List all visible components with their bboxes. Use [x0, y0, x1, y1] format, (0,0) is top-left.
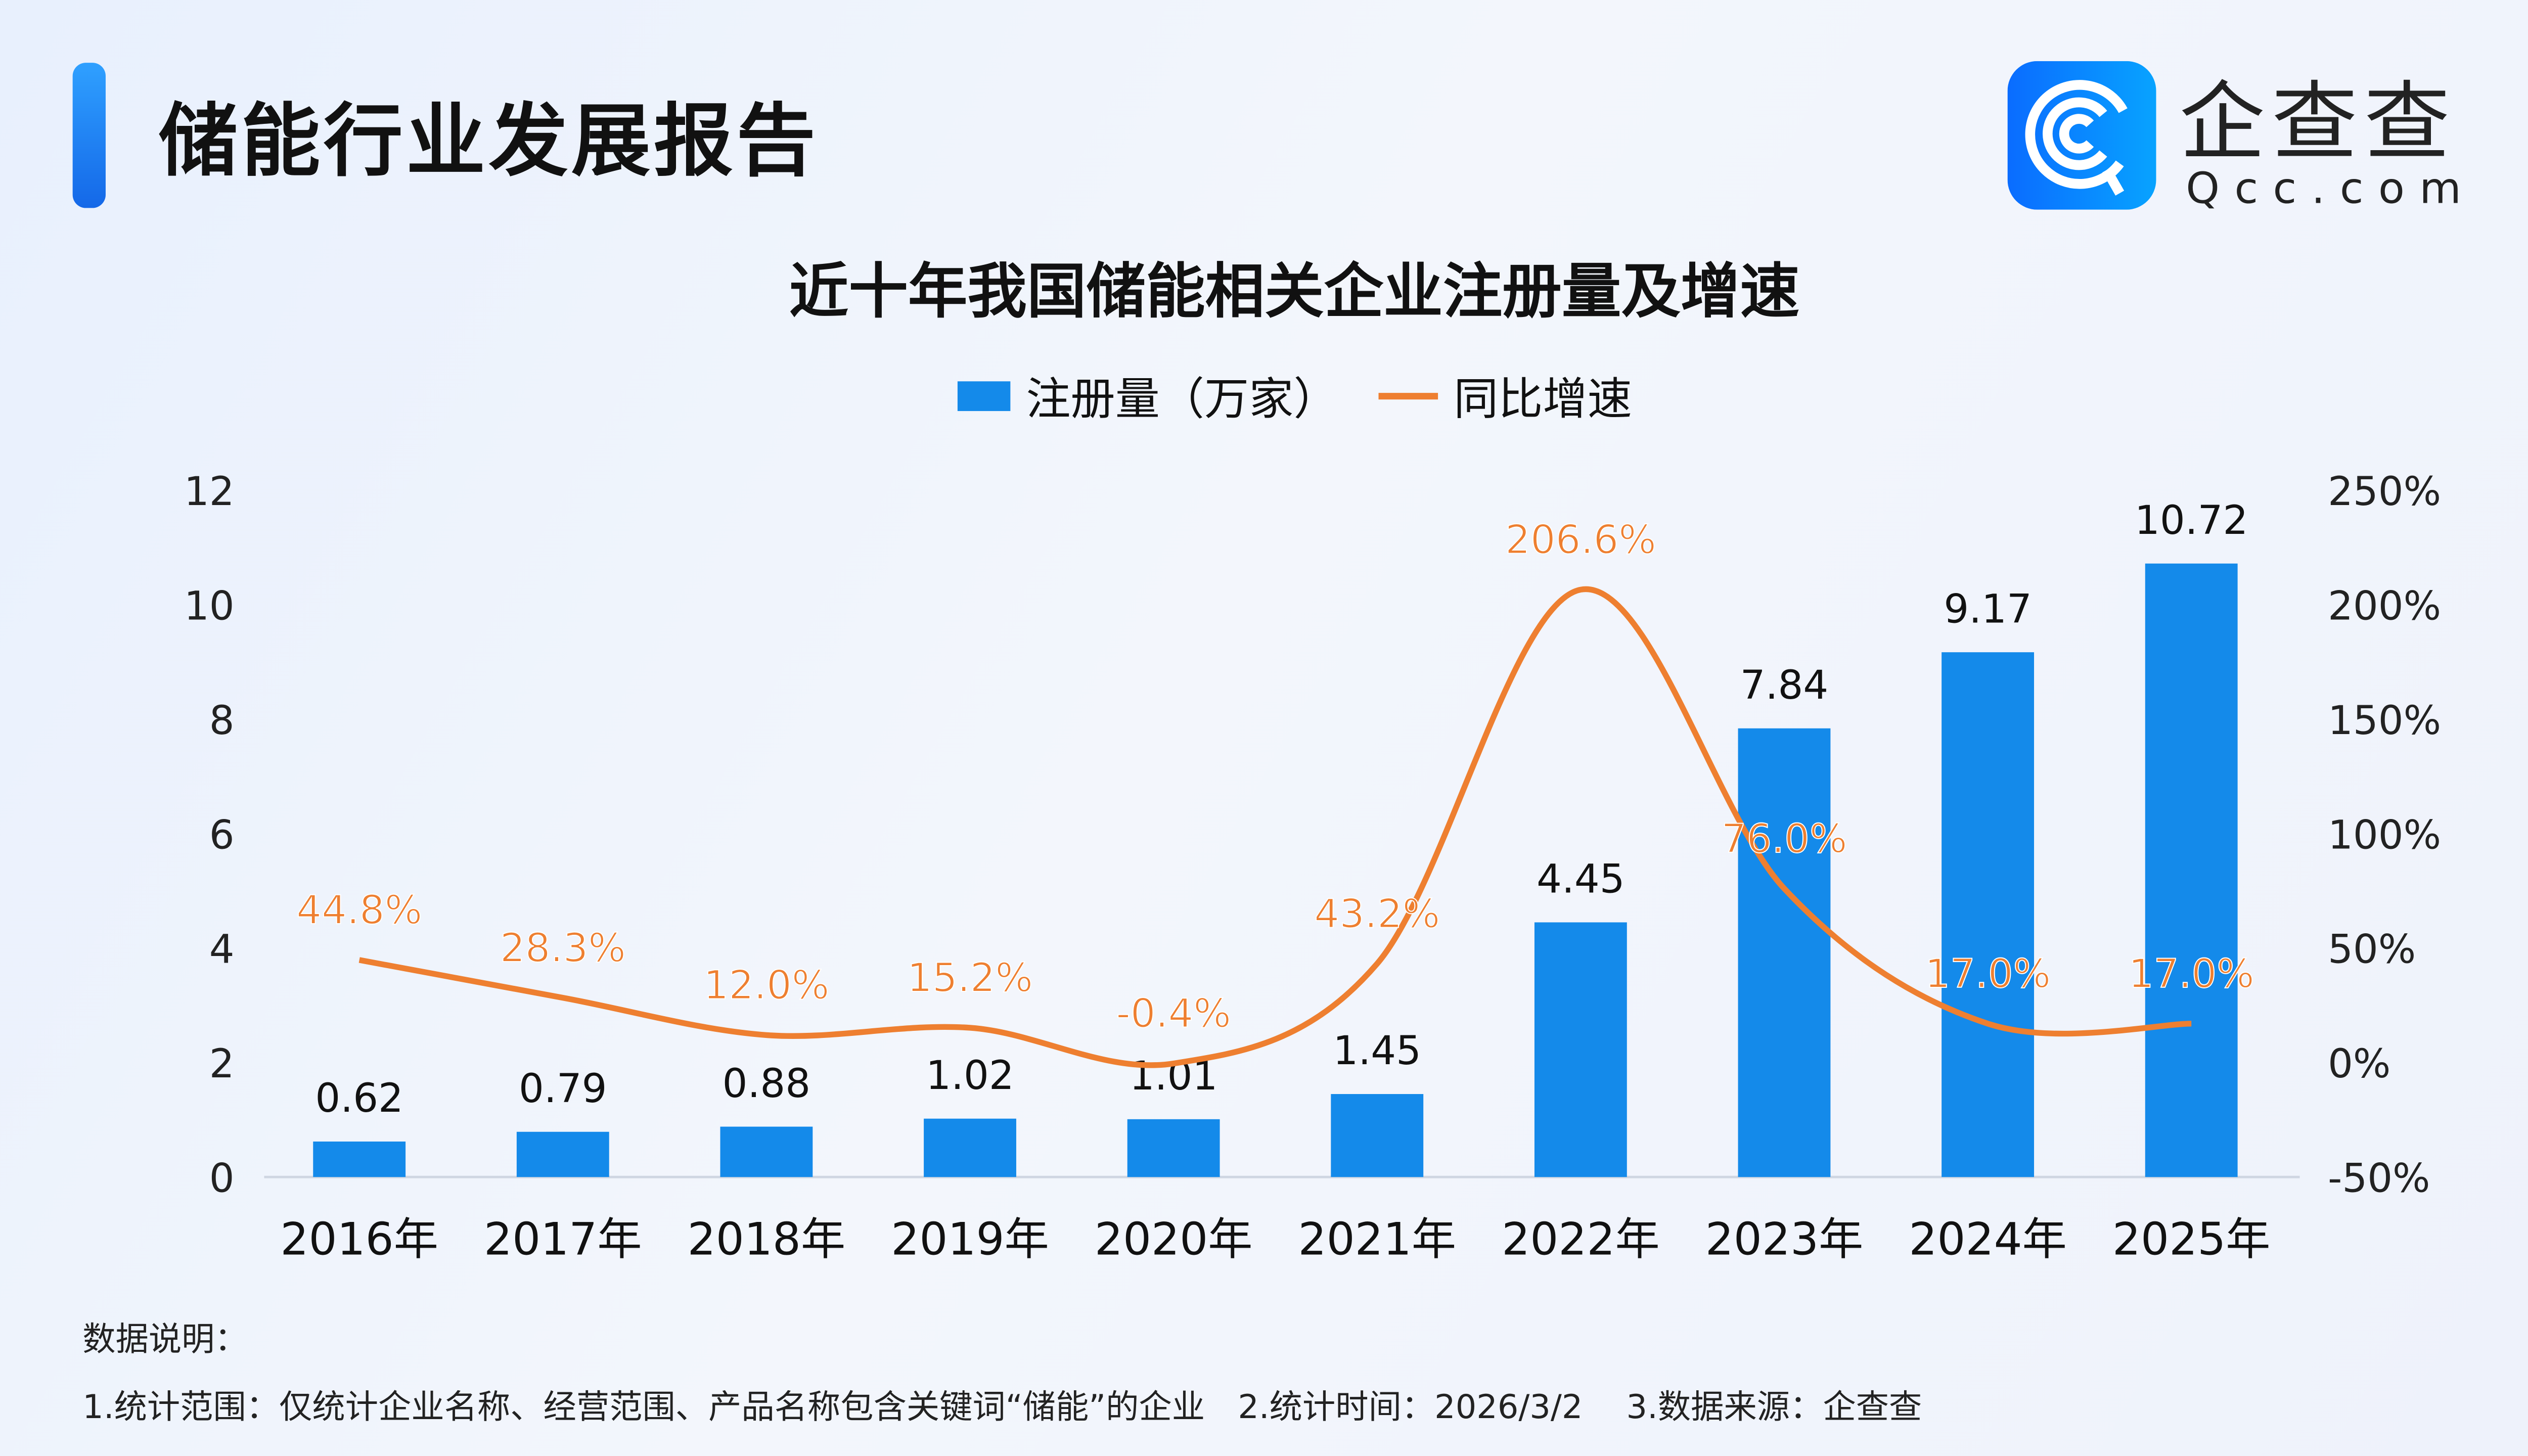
growth-value-label: 43.2%: [1314, 891, 1440, 937]
report-title: 储能行业发展报告: [158, 96, 819, 189]
bar: [924, 1118, 1016, 1177]
svg-text:企查查: 企查查: [2179, 72, 2457, 172]
y-left-tick-label: 4: [209, 927, 235, 973]
legend-line-swatch: [1377, 392, 1437, 399]
growth-value-label: 15.2%: [907, 955, 1033, 1001]
bar: [1331, 1094, 1424, 1177]
growth-value-label: 12.0%: [703, 963, 829, 1009]
bar: [313, 1141, 406, 1177]
bar: [516, 1131, 609, 1177]
y-right-tick-label: 50%: [2328, 927, 2416, 973]
growth-line: [358, 586, 2192, 1068]
footer-note: 1.统计范围：仅统计企业名称、经营范围、产品名称包含关键词“储能”的企业 2.统…: [82, 1386, 1922, 1427]
legend-bar-label: 注册量（万家）: [1026, 375, 1338, 426]
bar-value-label: 10.72: [2135, 497, 2248, 543]
x-tick-label: 2019年: [891, 1213, 1049, 1265]
footer-heading: 数据说明：: [82, 1318, 248, 1359]
bar: [1738, 728, 1831, 1177]
legend-line-label: 同比增速: [1454, 375, 1632, 426]
x-tick-label: 2016年: [280, 1213, 438, 1265]
growth-value-label: 28.3%: [500, 925, 626, 971]
bar: [1127, 1119, 1220, 1177]
y-left-tick-label: 10: [184, 583, 235, 629]
bar-value-label: 0.62: [315, 1075, 403, 1121]
svg-text:Qcc.com: Qcc.com: [2186, 164, 2476, 210]
growth-value-label: 17.0%: [2129, 951, 2254, 997]
bar-value-label: 1.02: [926, 1053, 1014, 1099]
chart-legend: 注册量（万家） 同比增速: [0, 363, 2528, 427]
x-tick-label: 2018年: [688, 1213, 846, 1265]
growth-value-label: 76.0%: [1722, 816, 1847, 862]
bar: [720, 1126, 813, 1177]
growth-value-label: -0.4%: [1116, 991, 1231, 1037]
y-right-tick-label: 100%: [2328, 812, 2441, 858]
y-left-tick-label: 6: [209, 812, 235, 858]
bar: [1942, 652, 2035, 1177]
y-left-tick-label: 12: [184, 469, 235, 515]
bar-value-label: 9.17: [1944, 586, 2032, 632]
growth-value-label: 206.6%: [1505, 517, 1656, 563]
growth-value-label: 17.0%: [1925, 951, 2051, 997]
bar-value-label: 1.45: [1333, 1028, 1421, 1074]
bar: [1534, 922, 1627, 1177]
y-left-tick-label: 2: [209, 1041, 235, 1087]
chart-title: 近十年我国储能相关企业注册量及增速: [789, 259, 1800, 327]
y-right-tick-label: -50%: [2328, 1156, 2430, 1202]
growth-value-label: 44.8%: [296, 887, 422, 933]
y-left-tick-label: 8: [209, 698, 235, 744]
x-tick-label: 2020年: [1095, 1213, 1253, 1265]
bar-value-label: 7.84: [1740, 662, 1828, 708]
bar-value-label: 0.79: [519, 1066, 607, 1112]
bar-value-label: 0.88: [723, 1061, 810, 1107]
y-right-tick-label: 250%: [2328, 469, 2441, 515]
y-left-tick-label: 0: [209, 1156, 235, 1202]
x-tick-label: 2025年: [2112, 1213, 2271, 1265]
x-tick-label: 2023年: [1705, 1213, 1864, 1265]
y-right-tick-label: 0%: [2328, 1041, 2390, 1087]
x-tick-label: 2022年: [1502, 1213, 1660, 1265]
x-tick-label: 2017年: [484, 1213, 642, 1265]
legend-bar-swatch: [957, 380, 1010, 411]
qcc-logo: 企查查 Qcc.com: [2007, 61, 2476, 210]
x-tick-label: 2024年: [1909, 1213, 2067, 1265]
bar-value-label: 4.45: [1537, 856, 1624, 902]
y-right-tick-label: 150%: [2328, 698, 2441, 744]
x-tick-label: 2021年: [1298, 1213, 1457, 1265]
title-accent-bar: [72, 63, 106, 208]
y-right-tick-label: 200%: [2328, 583, 2441, 629]
bar: [2145, 563, 2238, 1177]
